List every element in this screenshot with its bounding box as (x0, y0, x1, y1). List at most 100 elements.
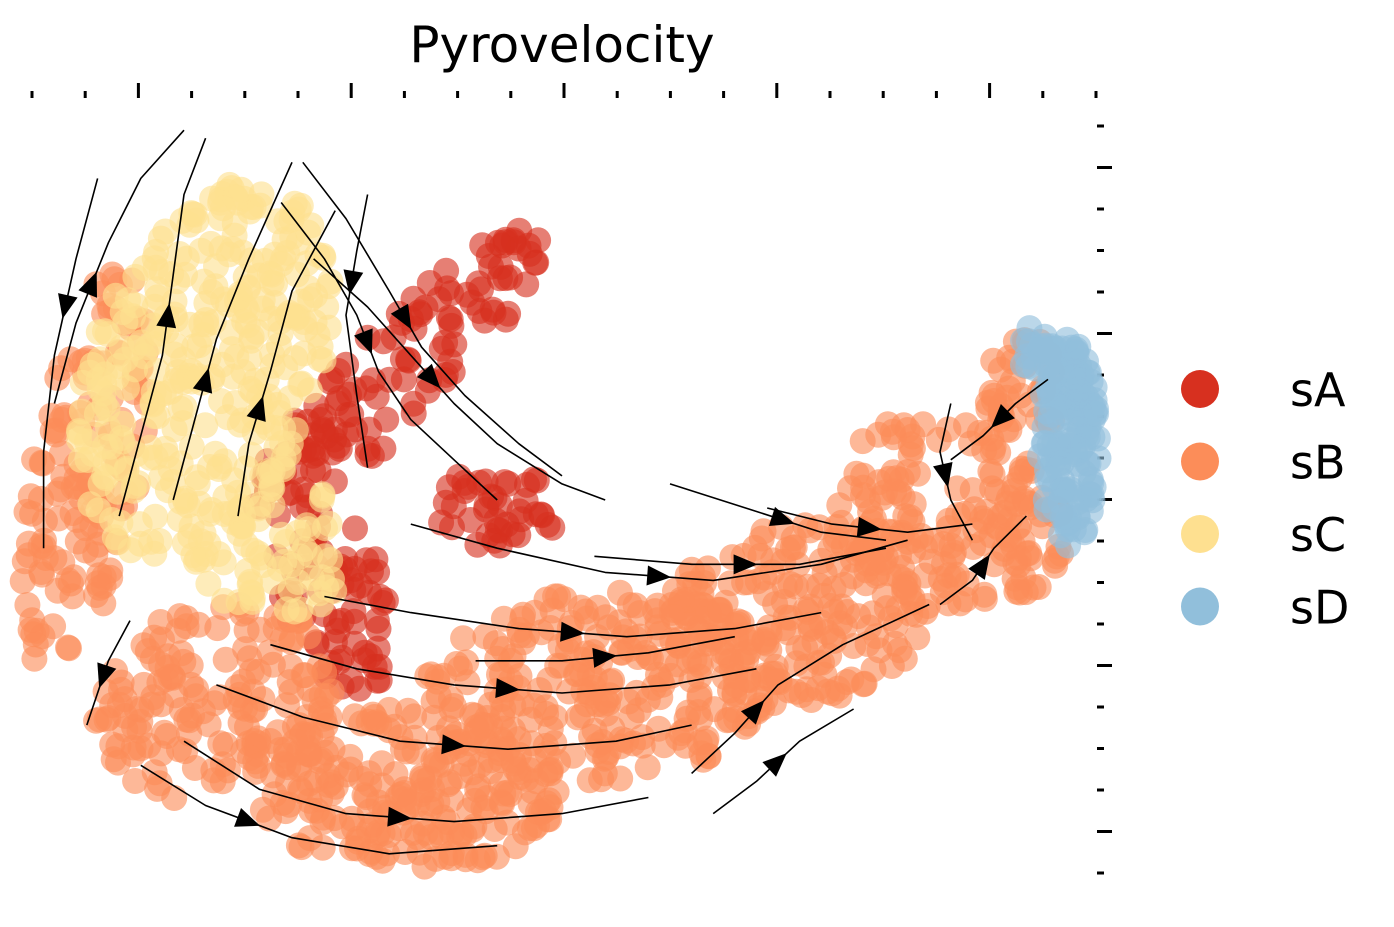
point-sC (171, 394, 198, 421)
streamline (237, 210, 336, 517)
streamline (42, 178, 99, 549)
point-sD (1015, 353, 1042, 380)
point-sC (290, 340, 317, 367)
point-sD (1042, 335, 1069, 362)
point-sB (83, 707, 110, 734)
point-sB (560, 742, 586, 769)
point-sB (181, 755, 208, 781)
point-sC (274, 239, 301, 266)
point-sC (210, 195, 236, 222)
point-sC (65, 418, 92, 445)
point-sC (87, 346, 113, 373)
streamline-arrow (78, 271, 97, 298)
legend-marker-sC (1181, 515, 1219, 553)
point-sB (453, 649, 480, 676)
point-sB (860, 656, 887, 683)
legend-marker-sA (1181, 370, 1219, 408)
legend-marker-sD (1181, 587, 1219, 626)
point-sC (147, 225, 174, 252)
legend-marker-sB (1181, 442, 1219, 481)
point-sB (200, 767, 227, 794)
point-sB (438, 696, 465, 723)
point-sB (341, 703, 368, 730)
legend-label-sA: sA (1290, 363, 1346, 417)
point-sC (316, 510, 343, 537)
point-sB (541, 730, 568, 756)
streamline-arrow (762, 753, 787, 777)
point-sB (875, 560, 902, 587)
point-sB (843, 460, 870, 487)
streamline-arrow (733, 554, 758, 575)
point-sB (206, 684, 233, 711)
point-sB (519, 778, 546, 805)
point-sC (125, 470, 152, 497)
streamline-arrow (343, 269, 364, 295)
point-sA (395, 346, 422, 373)
point-sC (248, 181, 275, 208)
point-sB (668, 586, 695, 613)
point-sB (826, 492, 853, 519)
streamline-arrow (646, 565, 672, 586)
chart-title: Pyrovelocity (409, 16, 714, 74)
point-sB (899, 423, 926, 450)
point-sC (91, 463, 118, 490)
streamline (302, 161, 563, 477)
point-sB (797, 517, 824, 544)
point-sA (433, 257, 460, 284)
point-sB (307, 786, 334, 813)
streamline-arrow (192, 367, 213, 394)
point-sA (523, 249, 550, 276)
point-sB (537, 756, 564, 783)
point-sB (1003, 578, 1030, 605)
point-sC (219, 336, 245, 363)
point-sA (342, 515, 368, 542)
point-sB (593, 700, 620, 727)
point-sC (220, 363, 246, 390)
point-sB (606, 609, 633, 636)
point-sA (363, 607, 390, 634)
point-sB (428, 751, 455, 778)
point-sB (134, 638, 161, 665)
point-sB (127, 735, 154, 762)
streamline-arrow (441, 734, 466, 755)
point-sB (348, 765, 375, 792)
streamline (53, 129, 185, 404)
point-sC (257, 457, 284, 484)
point-sC (202, 440, 229, 467)
streamline-arrow (246, 396, 266, 422)
point-sA (366, 653, 393, 680)
point-sA (438, 280, 464, 307)
point-sA (407, 301, 434, 328)
point-sB (904, 624, 931, 651)
point-sB (368, 750, 395, 777)
point-sA (478, 253, 504, 280)
point-sC (249, 295, 276, 322)
point-sC (211, 587, 238, 614)
point-sA (513, 271, 540, 298)
point-sB (584, 624, 611, 650)
point-sB (808, 609, 835, 636)
streamline-arrow (353, 328, 373, 355)
point-sA (479, 296, 506, 323)
point-sC (265, 332, 292, 359)
point-sB (871, 479, 898, 506)
streamline-arrow (768, 506, 795, 526)
point-sB (712, 589, 739, 616)
point-sC (120, 303, 146, 330)
point-sC (167, 488, 194, 515)
point-sB (99, 731, 126, 758)
point-sC (195, 344, 222, 371)
point-sC (281, 598, 308, 625)
point-sB (148, 691, 175, 718)
point-sB (572, 598, 599, 625)
point-sC (205, 541, 232, 567)
point-sC (134, 334, 161, 361)
streamline-arrow (560, 621, 585, 642)
point-sB (438, 845, 465, 872)
point-sB (404, 824, 431, 851)
point-sC (108, 425, 135, 451)
point-sC (296, 377, 323, 404)
point-sB (155, 643, 181, 670)
